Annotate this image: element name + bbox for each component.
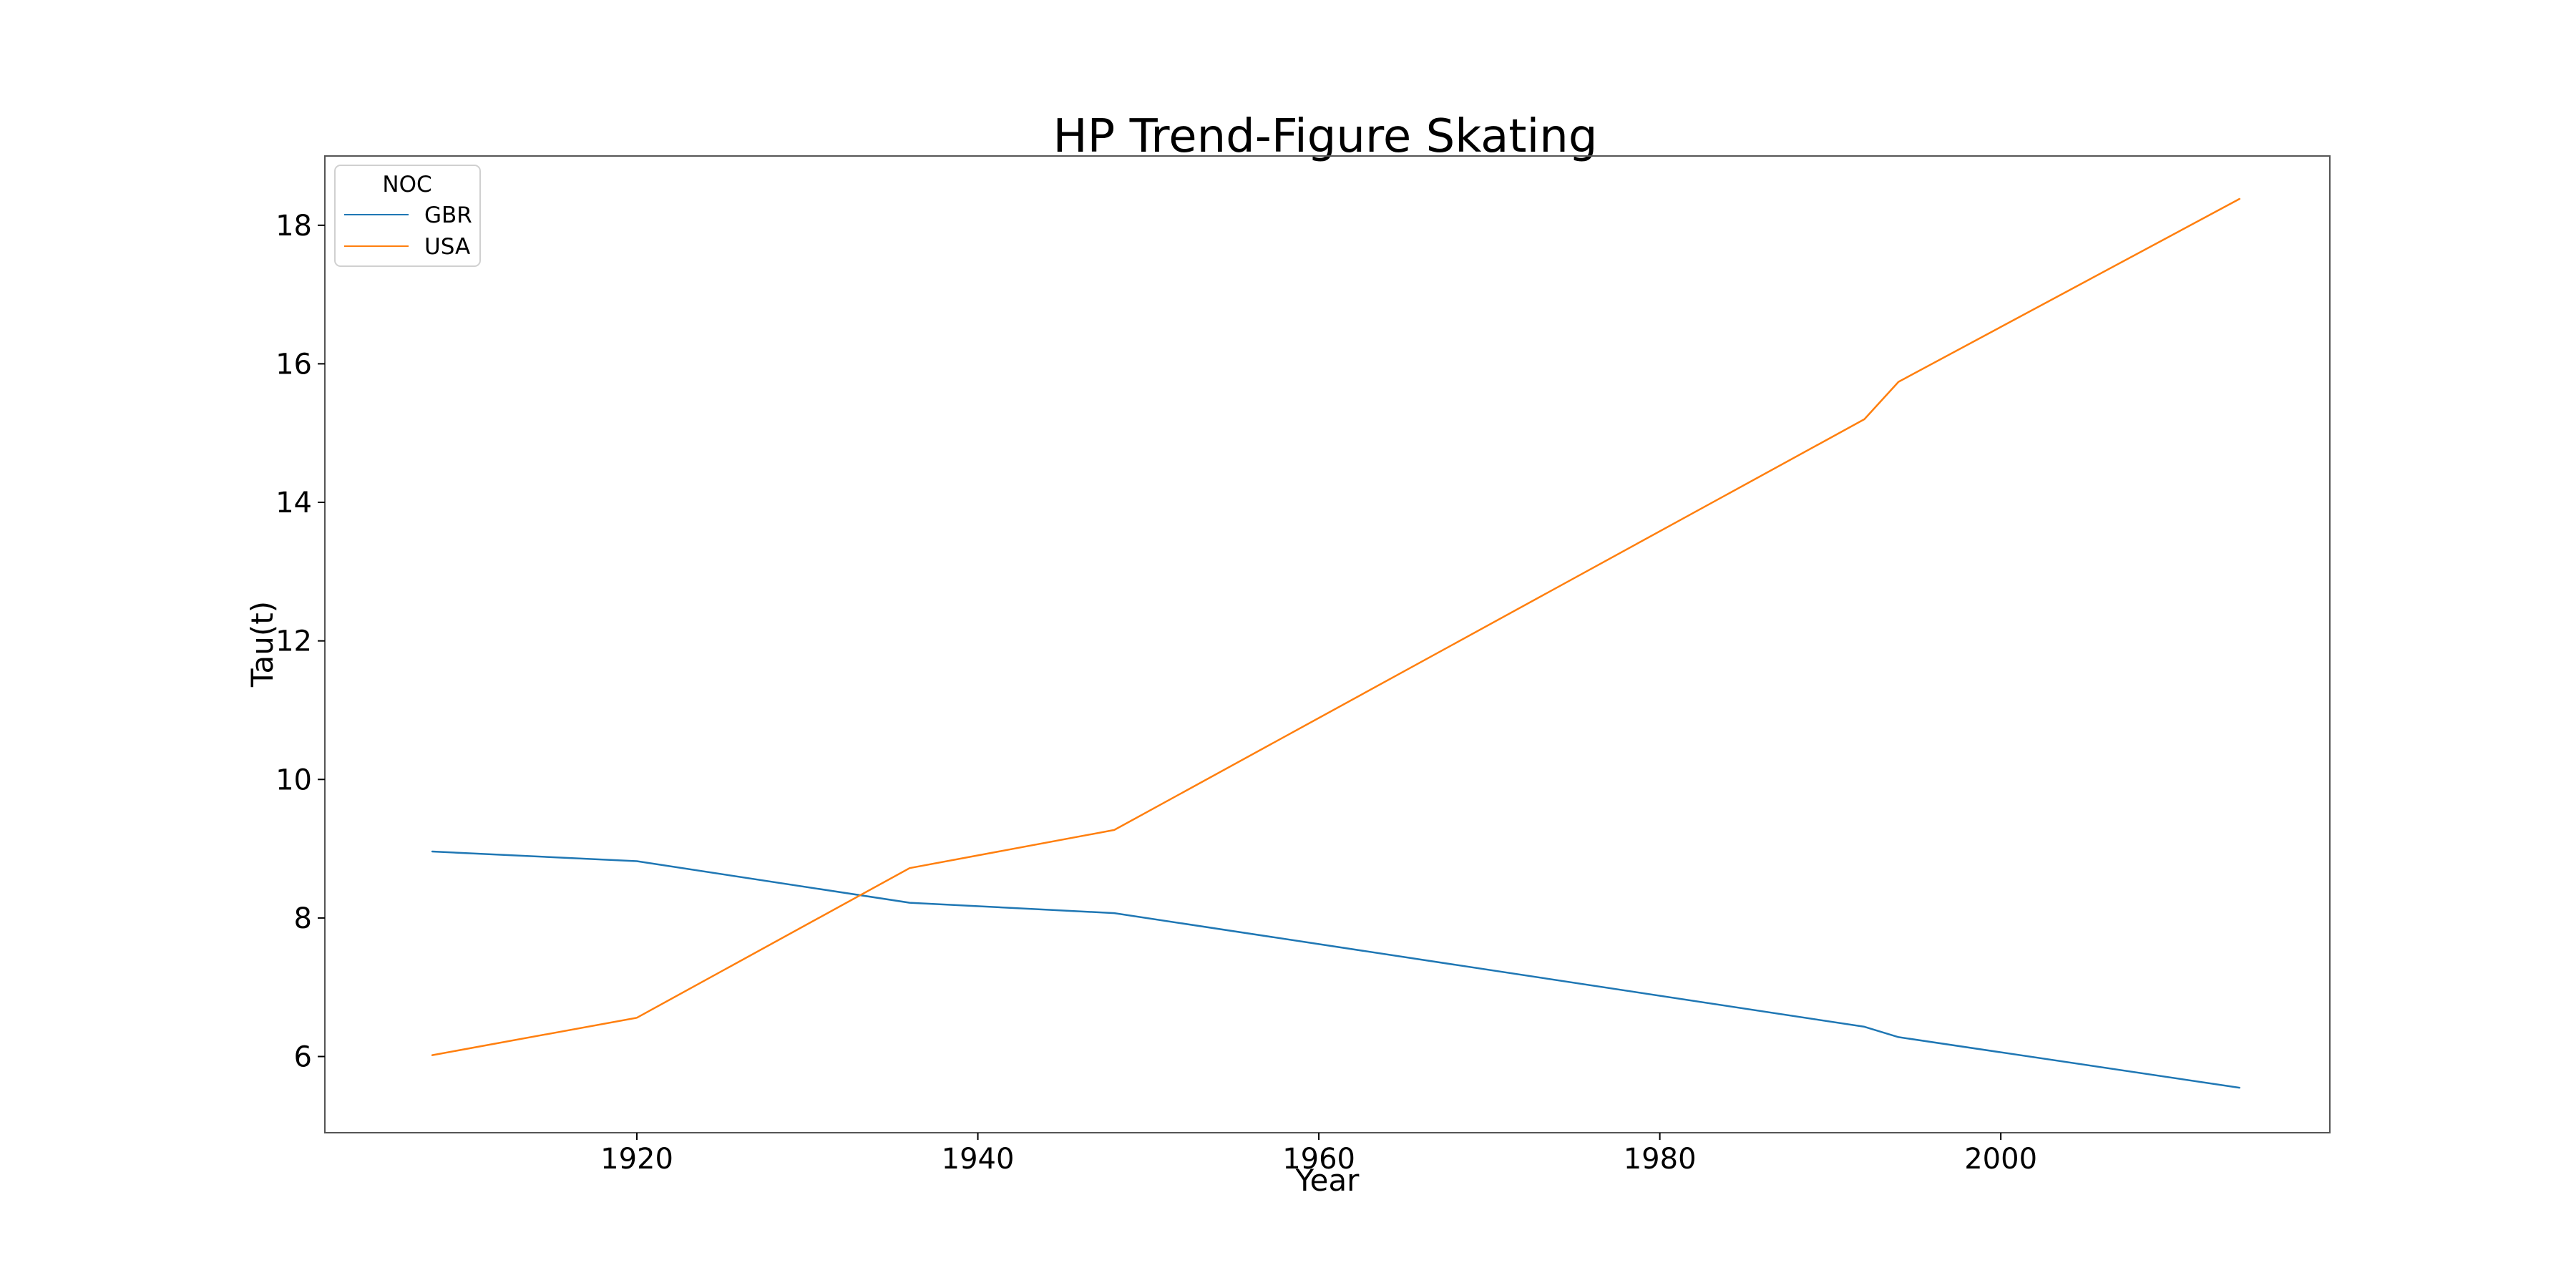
- y-tick-label: 8: [294, 902, 312, 935]
- x-tick-label: 1940: [942, 1143, 1015, 1176]
- legend-box: [334, 165, 481, 267]
- x-tick-label: 1960: [1282, 1143, 1355, 1176]
- x-tick-label: 2000: [1964, 1143, 2037, 1176]
- y-tick-label: 18: [275, 210, 312, 243]
- y-tick-label: 10: [275, 763, 312, 796]
- x-tick-label: 1920: [600, 1143, 673, 1176]
- series-line-gbr: [431, 850, 2240, 1089]
- series-line-usa: [431, 197, 2240, 1056]
- y-axis: 6 8 10 12 14 16 18: [275, 210, 325, 1074]
- plot-frame: [324, 155, 2331, 1133]
- y-axis-label: Tau(t): [245, 601, 280, 688]
- x-axis: 1920 1940 1960 1980 2000: [600, 1133, 2037, 1176]
- y-tick-label: 12: [275, 625, 312, 658]
- y-tick-label: 6: [294, 1041, 312, 1074]
- x-tick-label: 1980: [1624, 1143, 1697, 1176]
- chart-title: HP Trend-Figure Skating: [1053, 110, 1598, 163]
- series-layer: [431, 197, 2240, 1089]
- legend-label-usa: USA: [424, 234, 470, 260]
- x-axis-label: Year: [1295, 1163, 1360, 1198]
- legend-label-gbr: GBR: [424, 203, 472, 228]
- legend: NOC GBR USA: [334, 165, 481, 267]
- y-tick-label: 14: [275, 487, 312, 519]
- legend-title: NOC: [382, 172, 431, 197]
- y-tick-label: 16: [275, 348, 312, 381]
